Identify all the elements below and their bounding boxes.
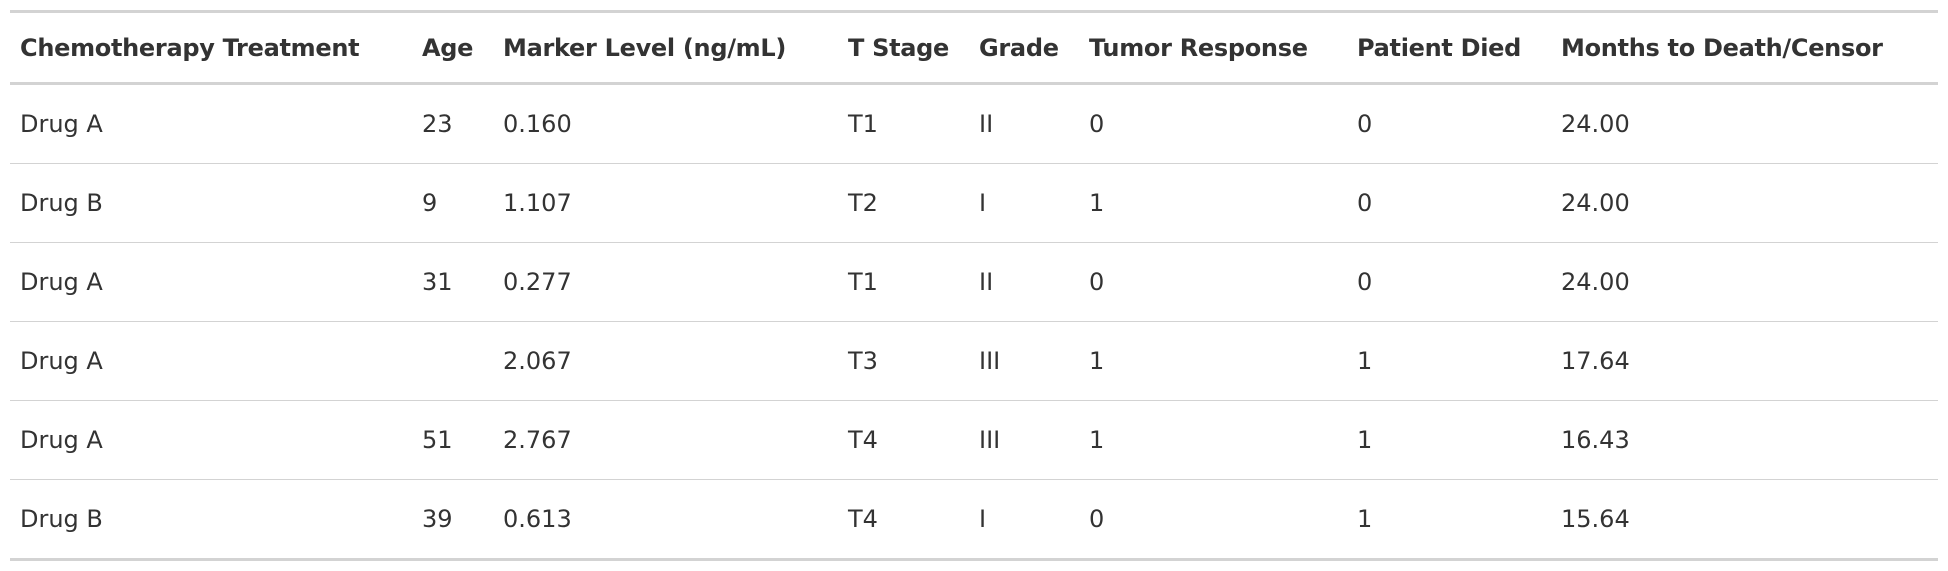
cell-tumor-response: 0 [1089,110,1105,138]
header-age: Age [422,33,474,62]
cell-grade: II [979,268,994,296]
header-tumor-response: Tumor Response [1089,33,1308,62]
cell-age [412,322,493,401]
patient-data-table: Chemotherapy Treatment Age Marker Level … [10,10,1938,561]
cell-t-stage: T3 [848,347,878,375]
cell-grade: I [979,189,987,217]
table-body: Drug A 23 0.160 T1 II 0 0 24.00 Drug B 9… [10,84,1938,560]
table-header: Chemotherapy Treatment Age Marker Level … [10,11,1938,84]
table-row: Drug A 51 2.767 T4 III 1 1 16.43 [10,401,1938,480]
cell-months-to-death: 15.64 [1561,505,1630,533]
cell-marker-level: 2.767 [503,426,572,454]
cell-months-to-death: 24.00 [1561,110,1630,138]
header-marker-level: Marker Level (ng/mL) [503,33,787,62]
cell-t-stage: T1 [848,110,878,138]
table-row: Drug A 23 0.160 T1 II 0 0 24.00 [10,84,1938,164]
cell-grade: II [979,110,994,138]
cell-treatment: Drug A [20,347,103,375]
cell-t-stage: T4 [848,426,878,454]
data-table-container: Chemotherapy Treatment Age Marker Level … [10,10,1938,561]
cell-age: 9 [422,189,438,217]
cell-treatment: Drug A [20,268,103,296]
cell-treatment: Drug A [20,426,103,454]
cell-treatment: Drug B [20,189,103,217]
table-row: Drug A 31 0.277 T1 II 0 0 24.00 [10,243,1938,322]
cell-tumor-response: 0 [1089,268,1105,296]
cell-patient-died: 0 [1357,110,1373,138]
header-treatment: Chemotherapy Treatment [20,33,360,62]
cell-age: 31 [422,268,453,296]
cell-tumor-response: 1 [1089,426,1105,454]
cell-marker-level: 0.613 [503,505,572,533]
cell-months-to-death: 16.43 [1561,426,1630,454]
cell-t-stage: T2 [848,189,878,217]
cell-t-stage: T1 [848,268,878,296]
cell-months-to-death: 24.00 [1561,268,1630,296]
cell-tumor-response: 1 [1089,347,1105,375]
table-row: Drug B 39 0.613 T4 I 0 1 15.64 [10,480,1938,560]
cell-t-stage: T4 [848,505,878,533]
table-row: Drug A 2.067 T3 III 1 1 17.64 [10,322,1938,401]
cell-treatment: Drug B [20,505,103,533]
cell-marker-level: 0.160 [503,110,572,138]
header-patient-died: Patient Died [1357,33,1522,62]
cell-patient-died: 1 [1357,505,1373,533]
table-row: Drug B 9 1.107 T2 I 1 0 24.00 [10,164,1938,243]
cell-months-to-death: 24.00 [1561,189,1630,217]
cell-months-to-death: 17.64 [1561,347,1630,375]
cell-marker-level: 2.067 [503,347,572,375]
cell-grade: I [979,505,987,533]
header-grade: Grade [979,33,1059,62]
cell-treatment: Drug A [20,110,103,138]
cell-age: 39 [422,505,453,533]
header-t-stage: T Stage [848,33,950,62]
cell-marker-level: 1.107 [503,189,572,217]
cell-grade: III [979,426,1001,454]
header-row: Chemotherapy Treatment Age Marker Level … [10,11,1938,84]
cell-age: 23 [422,110,453,138]
cell-patient-died: 0 [1357,268,1373,296]
cell-grade: III [979,347,1001,375]
cell-tumor-response: 0 [1089,505,1105,533]
cell-age: 51 [422,426,453,454]
cell-tumor-response: 1 [1089,189,1105,217]
cell-patient-died: 1 [1357,426,1373,454]
cell-patient-died: 0 [1357,189,1373,217]
cell-patient-died: 1 [1357,347,1373,375]
header-months-to-death: Months to Death/Censor [1561,33,1883,62]
cell-marker-level: 0.277 [503,268,572,296]
